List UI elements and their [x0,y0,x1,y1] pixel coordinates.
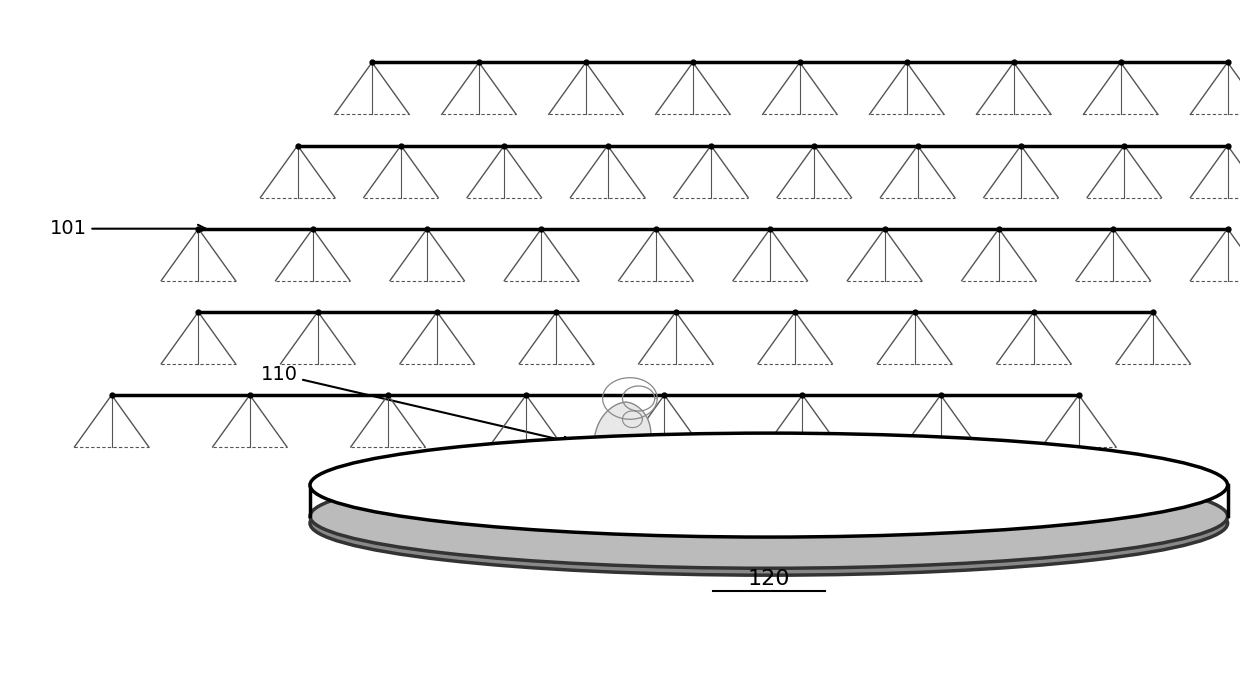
Ellipse shape [310,471,1228,575]
Text: 101: 101 [50,219,206,238]
Text: 110: 110 [260,365,572,444]
Polygon shape [593,402,651,541]
Ellipse shape [310,464,1228,568]
Ellipse shape [310,433,1228,537]
Text: 120: 120 [748,569,790,588]
